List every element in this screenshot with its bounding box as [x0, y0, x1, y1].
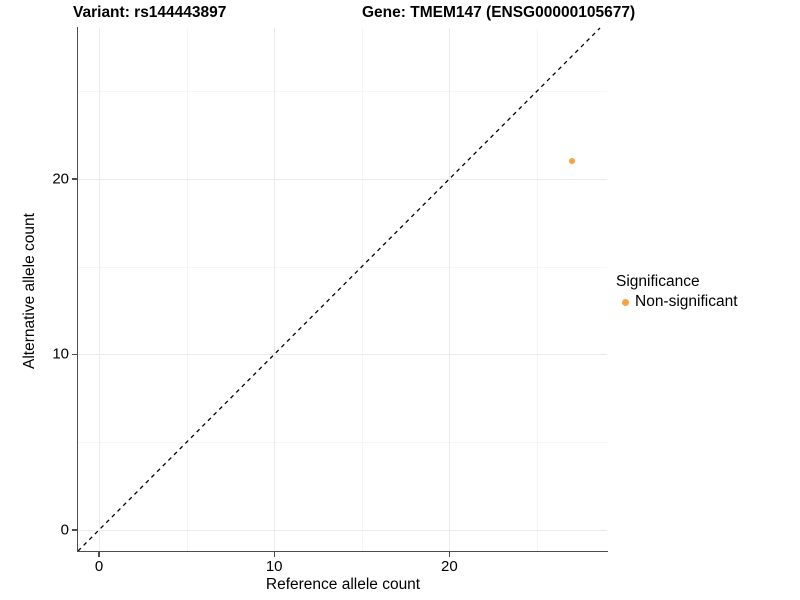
identity-reference-line: [77, 27, 601, 552]
gridline-v: [99, 28, 101, 551]
x-tick-label: 10: [265, 558, 283, 575]
y-tick-label: 10: [52, 345, 69, 363]
legend-entries: Non-significant: [616, 293, 738, 311]
legend-key: [616, 293, 634, 311]
y-tick-mark: [72, 529, 77, 531]
gridline-h: [78, 91, 607, 93]
legend-entry-label: Non-significant: [635, 293, 738, 310]
x-axis-label: Reference allele count: [265, 576, 421, 593]
gridline-v: [361, 28, 363, 551]
gridline-v: [449, 28, 451, 551]
y-tick-mark: [72, 353, 77, 356]
gridline-h: [78, 266, 607, 268]
plot-panel: [77, 27, 607, 552]
gridline-v: [536, 28, 538, 551]
legend-title: Significance: [616, 273, 700, 290]
gridline-h: [78, 178, 607, 180]
y-tick-label: 20: [52, 170, 69, 188]
y-tick-label: 0: [60, 521, 69, 539]
x-tick-mark: [273, 552, 275, 557]
x-tick-mark: [98, 552, 100, 557]
y-axis-line: [77, 27, 79, 552]
legend-entry[interactable]: Non-significant: [616, 293, 738, 311]
gridline-h: [78, 442, 607, 444]
gridline-h: [78, 354, 607, 356]
variant-title: Variant: rs144443897: [73, 4, 227, 21]
x-tick-label: 0: [94, 558, 104, 575]
y-axis-label: Alternative allele count: [21, 213, 38, 369]
y-tick-mark: [72, 178, 77, 180]
legend: Significance Non-significant: [616, 272, 738, 311]
x-tick-mark: [448, 552, 450, 557]
legend-dot-icon: [621, 298, 629, 306]
diagonal-dashed-line: [77, 27, 601, 552]
gridline-h: [78, 529, 607, 531]
data-point[interactable]: [568, 158, 575, 165]
gridline-v: [274, 28, 276, 551]
x-tick-label: 20: [441, 558, 458, 575]
gridline-v: [186, 28, 188, 551]
gene-title: Gene: TMEM147 (ENSG00000105677): [362, 4, 636, 21]
x-axis-line: [77, 551, 608, 553]
